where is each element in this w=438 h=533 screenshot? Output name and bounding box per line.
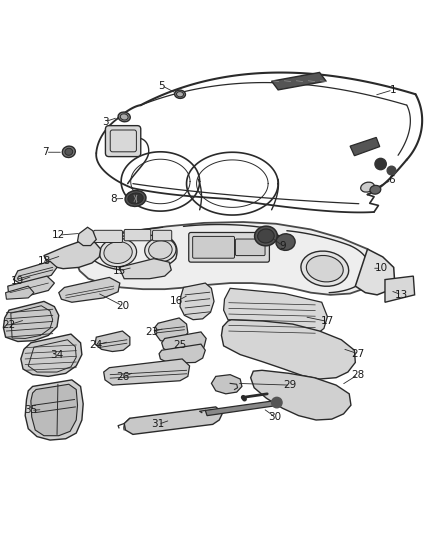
Text: 25: 25 [173, 340, 187, 350]
Text: 6: 6 [388, 175, 395, 185]
Circle shape [272, 397, 282, 408]
Ellipse shape [125, 191, 146, 206]
Text: 26: 26 [117, 372, 130, 382]
Ellipse shape [370, 185, 381, 194]
Circle shape [375, 158, 386, 169]
Text: 20: 20 [116, 301, 129, 311]
Text: 7: 7 [42, 147, 49, 157]
Ellipse shape [145, 238, 176, 262]
Polygon shape [25, 380, 83, 440]
Polygon shape [6, 286, 34, 299]
Polygon shape [162, 332, 206, 353]
Ellipse shape [258, 229, 274, 243]
Text: 17: 17 [321, 317, 334, 326]
Polygon shape [251, 370, 351, 420]
FancyBboxPatch shape [94, 230, 123, 243]
Ellipse shape [120, 114, 128, 120]
Polygon shape [224, 288, 328, 336]
Text: 10: 10 [375, 263, 388, 273]
Polygon shape [4, 301, 59, 342]
Ellipse shape [177, 92, 184, 97]
Ellipse shape [254, 226, 277, 246]
Polygon shape [155, 318, 188, 343]
Text: 23: 23 [145, 327, 158, 337]
Circle shape [387, 166, 396, 175]
Polygon shape [159, 344, 205, 364]
Text: 34: 34 [50, 350, 64, 360]
Text: 18: 18 [38, 256, 51, 266]
Polygon shape [59, 277, 120, 302]
Text: 8: 8 [110, 194, 117, 204]
Text: 29: 29 [283, 380, 297, 390]
Ellipse shape [99, 238, 137, 266]
Polygon shape [95, 331, 130, 352]
Ellipse shape [301, 251, 349, 286]
Ellipse shape [128, 193, 143, 204]
Ellipse shape [104, 241, 132, 263]
Text: 28: 28 [351, 370, 364, 379]
Polygon shape [21, 334, 82, 376]
Text: 19: 19 [11, 276, 25, 286]
Ellipse shape [276, 234, 295, 251]
Polygon shape [124, 407, 223, 434]
Text: 27: 27 [351, 349, 364, 359]
Text: 13: 13 [395, 290, 408, 300]
FancyBboxPatch shape [189, 232, 269, 262]
Polygon shape [78, 227, 96, 246]
Ellipse shape [118, 112, 130, 122]
Polygon shape [44, 241, 101, 269]
Text: 24: 24 [90, 340, 103, 350]
Ellipse shape [62, 146, 75, 158]
Ellipse shape [65, 148, 73, 155]
Polygon shape [385, 276, 415, 302]
Polygon shape [350, 138, 380, 156]
Polygon shape [14, 261, 57, 283]
FancyBboxPatch shape [152, 230, 172, 241]
Text: 12: 12 [52, 230, 65, 240]
Ellipse shape [360, 182, 374, 192]
Text: 1: 1 [389, 85, 396, 95]
Polygon shape [355, 249, 395, 295]
Text: 31: 31 [152, 419, 165, 430]
Polygon shape [272, 72, 326, 90]
FancyBboxPatch shape [235, 239, 265, 256]
Polygon shape [75, 222, 381, 295]
Ellipse shape [175, 90, 185, 99]
Polygon shape [104, 359, 190, 385]
Polygon shape [8, 276, 54, 298]
Text: 9: 9 [279, 240, 286, 251]
Polygon shape [180, 283, 214, 320]
Text: 35: 35 [24, 406, 38, 415]
Ellipse shape [306, 255, 343, 282]
Polygon shape [31, 384, 78, 435]
Text: 22: 22 [3, 320, 16, 330]
FancyBboxPatch shape [193, 237, 234, 258]
Ellipse shape [148, 241, 172, 259]
Polygon shape [119, 259, 171, 279]
Polygon shape [205, 401, 279, 416]
Polygon shape [222, 320, 355, 379]
FancyBboxPatch shape [106, 126, 141, 157]
Text: 15: 15 [112, 266, 126, 276]
Text: 30: 30 [268, 412, 282, 422]
Text: 5: 5 [159, 80, 165, 91]
Text: 16: 16 [170, 296, 183, 306]
Polygon shape [212, 375, 242, 394]
FancyBboxPatch shape [124, 229, 151, 241]
Text: 3: 3 [102, 117, 108, 127]
